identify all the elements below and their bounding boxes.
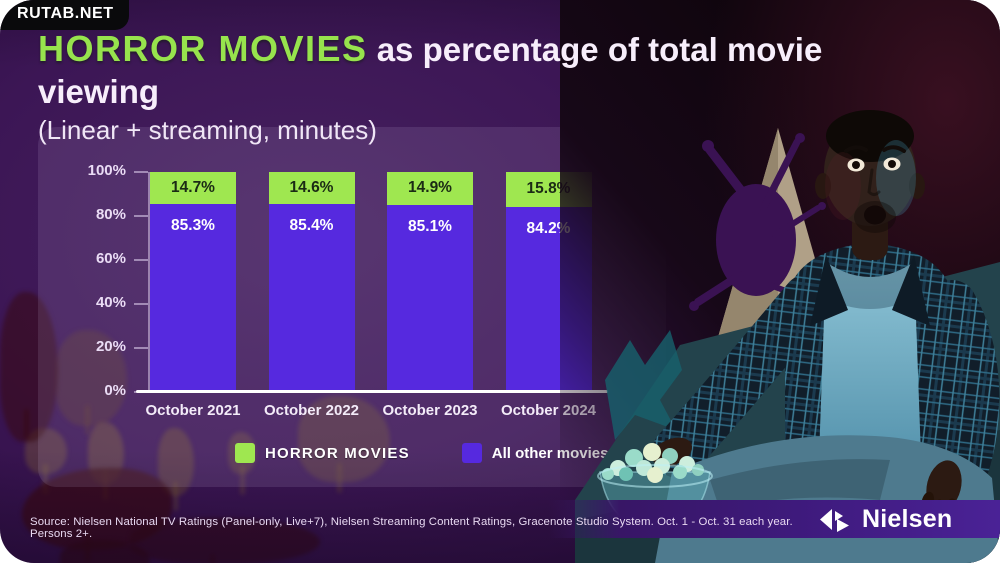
y-axis-label: 80% (95, 206, 126, 223)
source-note: Source: Nielsen National TV Ratings (Pan… (30, 516, 793, 540)
bar-value-label: 14.9% (408, 179, 452, 197)
chart-legend: HORROR MOVIES All other movies (235, 443, 608, 463)
blood-drip-decoration (158, 428, 194, 512)
bar-segment-horror: 14.9% (387, 172, 473, 205)
tick-mark (134, 347, 148, 349)
blood-splatter-decoration (130, 518, 320, 563)
bar-segment-other: 85.1% (387, 204, 473, 392)
y-axis-label: 0% (104, 382, 126, 399)
bar-value-label: 85.3% (171, 217, 215, 235)
y-axis-label: 100% (87, 162, 126, 179)
x-axis-label: October 2023 (382, 402, 478, 419)
bar-value-label: 14.6% (289, 179, 334, 197)
tick-mark (134, 259, 148, 261)
blood-handprint-decoration (0, 292, 58, 442)
bar-value-label: 14.7% (171, 179, 215, 197)
tick-mark (134, 303, 148, 305)
legend-swatch-horror (235, 443, 255, 463)
bar-segment-other: 85.4% (268, 204, 355, 392)
y-axis-line (148, 172, 150, 392)
brand-strip (548, 500, 1000, 538)
header: HORROR MOVIES as percentage of total mov… (38, 26, 938, 146)
nielsen-logo: Nielsen (820, 503, 952, 535)
title-horror-movies: HORROR MOVIES (38, 28, 368, 69)
nielsen-logo-text: Nielsen (862, 504, 953, 533)
blood-splatter-decoration (298, 396, 390, 494)
x-axis-label: October 2022 (263, 402, 360, 419)
page-subtitle: (Linear + streaming, minutes) (38, 115, 377, 146)
bar-segment-horror: 14.7% (150, 172, 236, 205)
blood-splatter-decoration (55, 330, 127, 435)
watermark-text: RUTAB.NET (17, 5, 114, 22)
title-rest: as percentage of total movie viewing (38, 31, 823, 110)
man-figure (597, 110, 1000, 563)
y-axis-label: 60% (95, 250, 126, 267)
bar-october-2022: 14.6% 85.4% October 2022 (264, 172, 359, 419)
tick-mark (134, 171, 148, 173)
blood-splatter-decoration (60, 540, 150, 563)
x-axis-line (136, 390, 608, 393)
legend-label: HORROR MOVIES (265, 444, 410, 462)
stacked-bar-chart: 14.7% 85.3% October 2021 14.6% 85.4% Oct… (145, 172, 608, 419)
bar-segment-horror: 14.6% (268, 172, 355, 205)
legend-item-horror: HORROR MOVIES (235, 443, 410, 463)
bar-segment-other: 85.3% (150, 204, 236, 392)
legend-swatch-other (461, 443, 482, 463)
x-axis-label: October 2021 (145, 402, 241, 419)
y-axis-label: 20% (95, 338, 126, 355)
nielsen-logo-icon (820, 508, 849, 532)
bar-value-label: 15.8% (526, 180, 571, 198)
photo-man-watching-horror (560, 0, 1000, 563)
y-axis-label: 40% (95, 294, 126, 311)
bar-value-label: 84.2% (526, 219, 571, 237)
bar-october-2023: 14.9% 85.1% October 2023 (382, 172, 478, 419)
splatter-silhouette (689, 133, 826, 311)
bar-value-label: 85.4% (289, 217, 334, 235)
watermark-badge: RUTAB.NET (0, 0, 129, 30)
bar-value-label: 85.1% (408, 217, 452, 235)
tick-mark (134, 215, 148, 217)
bar-october-2021: 14.7% 85.3% October 2021 (145, 172, 241, 419)
page-title: HORROR MOVIES as percentage of total mov… (38, 26, 938, 112)
